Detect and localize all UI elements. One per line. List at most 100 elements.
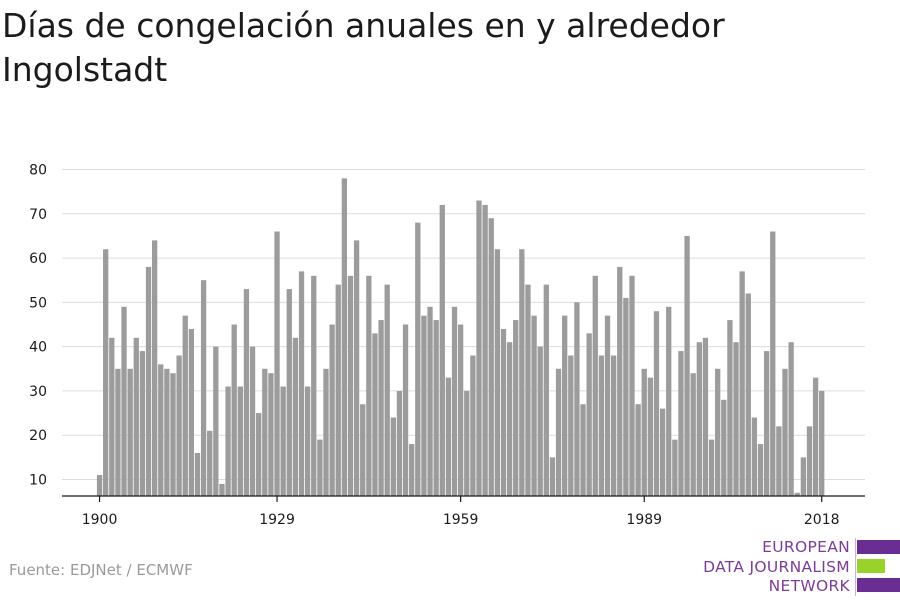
bar-1994 (672, 439, 678, 496)
bar-1930 (280, 386, 286, 496)
bar-1998 (696, 342, 702, 496)
bar-1991 (653, 311, 660, 496)
bar-1985 (617, 266, 623, 496)
bar-1956 (439, 204, 445, 496)
bar-2013 (788, 342, 794, 496)
bar-1986 (623, 297, 629, 496)
y-tick-label: 50 (29, 295, 47, 311)
bar-1939 (335, 284, 341, 496)
bar-1914 (182, 315, 188, 496)
x-tick-label: 1929 (259, 512, 295, 528)
bar-1911 (164, 368, 170, 496)
y-tick-label: 20 (29, 428, 47, 444)
bar-1951 (409, 444, 415, 496)
logo-purple-bar (857, 578, 900, 592)
y-tick-label: 80 (29, 163, 47, 179)
bar-1901 (103, 249, 109, 496)
bar-1958 (451, 306, 458, 496)
bar-2005 (739, 271, 745, 496)
bar-1920 (219, 483, 225, 496)
bar-1926 (256, 413, 262, 496)
bar-1917 (200, 280, 207, 496)
bar-1918 (207, 430, 213, 496)
source-note: Fuente: EDJNet / ECMWF (9, 561, 193, 579)
edjnet-logo: EUROPEAN DATA JOURNALISM NETWORK (700, 538, 900, 596)
bar-2010 (770, 231, 776, 496)
logo-green-bar (857, 559, 885, 573)
logo-purple-bar (857, 540, 900, 554)
bar-2001 (715, 368, 721, 496)
bar-2004 (733, 342, 739, 496)
x-tick-label: 1959 (443, 512, 479, 528)
bar-1963 (482, 204, 488, 496)
bar-1953 (421, 315, 427, 496)
bar-1941 (347, 275, 354, 496)
bar-2014 (794, 492, 800, 496)
bar-1968 (513, 320, 519, 496)
bar-2016 (806, 426, 813, 496)
bar-1929 (274, 231, 280, 496)
bar-2012 (782, 368, 788, 496)
bar-1977 (568, 355, 574, 496)
bar-1949 (396, 390, 403, 496)
bar-1974 (549, 457, 556, 496)
bar-1969 (519, 249, 525, 496)
y-tick-label: 10 (29, 473, 47, 489)
bar-1997 (690, 373, 696, 496)
bar-1935 (311, 275, 317, 496)
bar-1982 (598, 355, 605, 496)
bar-1940 (341, 178, 348, 497)
bar-1955 (433, 320, 439, 496)
logo-line-2: DATA JOURNALISM (703, 558, 850, 576)
bar-1900 (96, 475, 103, 496)
bar-1983 (604, 315, 611, 496)
bar-2007 (751, 417, 758, 496)
bar-1981 (592, 275, 598, 496)
bar-1946 (378, 320, 384, 496)
bar-1905 (127, 368, 133, 496)
bar-1947 (384, 284, 390, 496)
bar-1927 (262, 368, 268, 496)
bar-1988 (635, 404, 641, 496)
bar-1913 (176, 355, 182, 496)
bar-2009 (763, 351, 770, 496)
bar-1978 (574, 302, 580, 496)
y-axis-ticks: 10 20 30 40 50 60 70 80 (29, 163, 47, 489)
bar-1915 (188, 328, 195, 496)
bar-1965 (494, 249, 501, 496)
bar-1952 (415, 222, 421, 496)
bar-1971 (531, 315, 537, 496)
bar-1931 (286, 289, 292, 496)
bar-1966 (500, 328, 507, 496)
bar-1904 (121, 306, 127, 496)
bar-2008 (757, 444, 764, 496)
bar-1924 (243, 289, 250, 496)
bar-1970 (525, 284, 531, 496)
bar-1906 (133, 337, 139, 496)
bars (96, 178, 825, 497)
bar-1916 (194, 452, 201, 496)
bar-2006 (745, 293, 751, 496)
y-tick-label: 40 (29, 340, 47, 356)
bar-1999 (702, 337, 709, 496)
bar-1912 (170, 373, 176, 496)
logo-line-1: EUROPEAN (762, 538, 850, 556)
bar-1990 (647, 377, 654, 496)
bar-1908 (145, 266, 152, 496)
bar-1921 (225, 386, 231, 496)
bar-1984 (610, 355, 617, 496)
bar-1959 (457, 324, 464, 496)
bar-1987 (629, 275, 635, 496)
bar-1996 (684, 235, 690, 496)
bar-1957 (445, 377, 452, 496)
bar-1932 (292, 337, 299, 496)
bar-1919 (213, 346, 219, 496)
bar-1903 (115, 368, 121, 496)
bar-2018 (819, 390, 825, 496)
bar-1907 (139, 351, 146, 496)
bar-1942 (353, 240, 360, 496)
bar-1973 (543, 284, 549, 496)
bar-1979 (580, 404, 586, 496)
y-tick-label: 30 (29, 384, 47, 400)
